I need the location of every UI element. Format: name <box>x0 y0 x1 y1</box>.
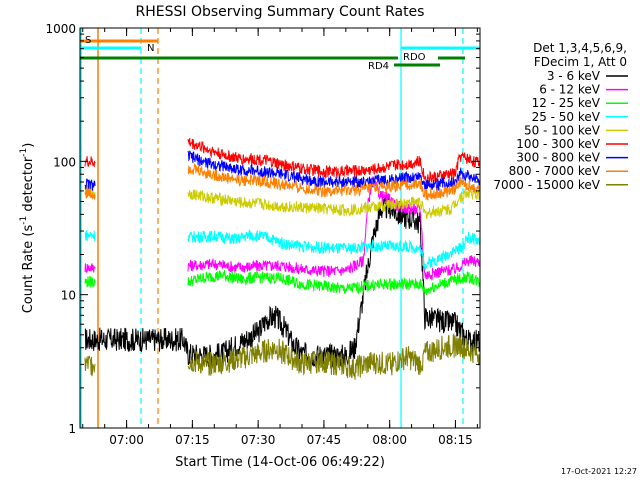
legend-label-6: 300 - 800 keV <box>516 151 600 165</box>
legend-label-3: 25 - 50 keV <box>532 110 601 124</box>
y-tick-label-3: 1000 <box>45 22 76 36</box>
series-line-2-seg-1 <box>187 270 480 295</box>
legend-label-7: 800 - 7000 keV <box>509 164 601 178</box>
y-tick-label-1: 10 <box>61 289 76 303</box>
x-tick-label-4: 08:00 <box>372 433 407 447</box>
y-axis-label-mid: detector <box>21 156 36 216</box>
timestamp: 17-Oct-2021 12:27 <box>561 467 637 476</box>
y-axis-label-main: Count Rate (s <box>21 225 36 314</box>
chart-title: RHESSI Observing Summary Count Rates <box>136 4 425 20</box>
legend-label-0: 3 - 6 keV <box>547 69 601 83</box>
series-line-8-seg-1 <box>187 332 480 380</box>
series-line-2-seg-0 <box>84 275 96 288</box>
y-axis-label: Count Rate (s-1 detector-1) <box>19 143 36 314</box>
marker-label-n: N <box>147 43 154 54</box>
legend-label-8: 7000 - 15000 keV <box>493 178 600 192</box>
legend-header-line-1: Det 1,3,4,5,6,9, <box>533 41 627 55</box>
y-axis-label-end: ) <box>21 143 36 148</box>
x-tick-label-0: 07:00 <box>109 433 144 447</box>
series-line-7-seg-0 <box>84 188 96 200</box>
series-layer <box>84 137 480 380</box>
x-tick-label-2: 07:30 <box>241 433 276 447</box>
legend-label-1: 6 - 12 keV <box>539 83 601 97</box>
series-line-3-seg-1 <box>187 229 480 271</box>
series-line-5-seg-0 <box>84 156 96 168</box>
legend-label-5: 100 - 300 keV <box>516 137 600 151</box>
marker-label-s: S <box>85 35 91 46</box>
y-axis-label-sup2: -1 <box>19 148 29 157</box>
legend: Det 1,3,4,5,6,9, FDecim 1, Att 0 3 - 6 k… <box>493 41 628 192</box>
series-line-1-seg-0 <box>84 263 96 273</box>
y-tick-label-0: 1 <box>68 422 76 436</box>
axis-ticks: 07:00 07:15 07:30 07:45 08:00 08:15 1 10 100 1000 <box>45 22 480 447</box>
series-line-7-seg-1 <box>187 163 480 201</box>
legend-header-line-2: FDecim 1, Att 0 <box>534 55 627 69</box>
series-line-8-seg-0 <box>84 355 96 377</box>
legend-label-2: 12 - 25 keV <box>532 96 601 110</box>
x-tick-label-5: 08:15 <box>438 433 473 447</box>
x-tick-label-1: 07:15 <box>175 433 210 447</box>
marker-label-rdo: RDO <box>403 52 426 63</box>
x-tick-label-3: 07:45 <box>307 433 342 447</box>
series-line-1-seg-1 <box>187 176 480 281</box>
series-line-3-seg-0 <box>84 230 96 241</box>
x-axis-label: Start Time (14-Oct-06 06:49:22) <box>175 455 385 470</box>
series-line-0-seg-0 <box>84 196 480 368</box>
series-line-5-seg-1 <box>187 137 480 184</box>
y-tick-label-2: 100 <box>53 155 76 169</box>
legend-label-4: 50 - 100 keV <box>524 123 601 137</box>
marker-label-rd4: RD4 <box>368 61 389 72</box>
interval-lines <box>80 28 480 428</box>
series-line-4-seg-1 <box>187 188 480 219</box>
y-axis-label-sup1: -1 <box>19 216 29 225</box>
plot-area: 07:00 07:15 07:30 07:45 08:00 08:15 1 10 100 1000… <box>45 22 481 447</box>
